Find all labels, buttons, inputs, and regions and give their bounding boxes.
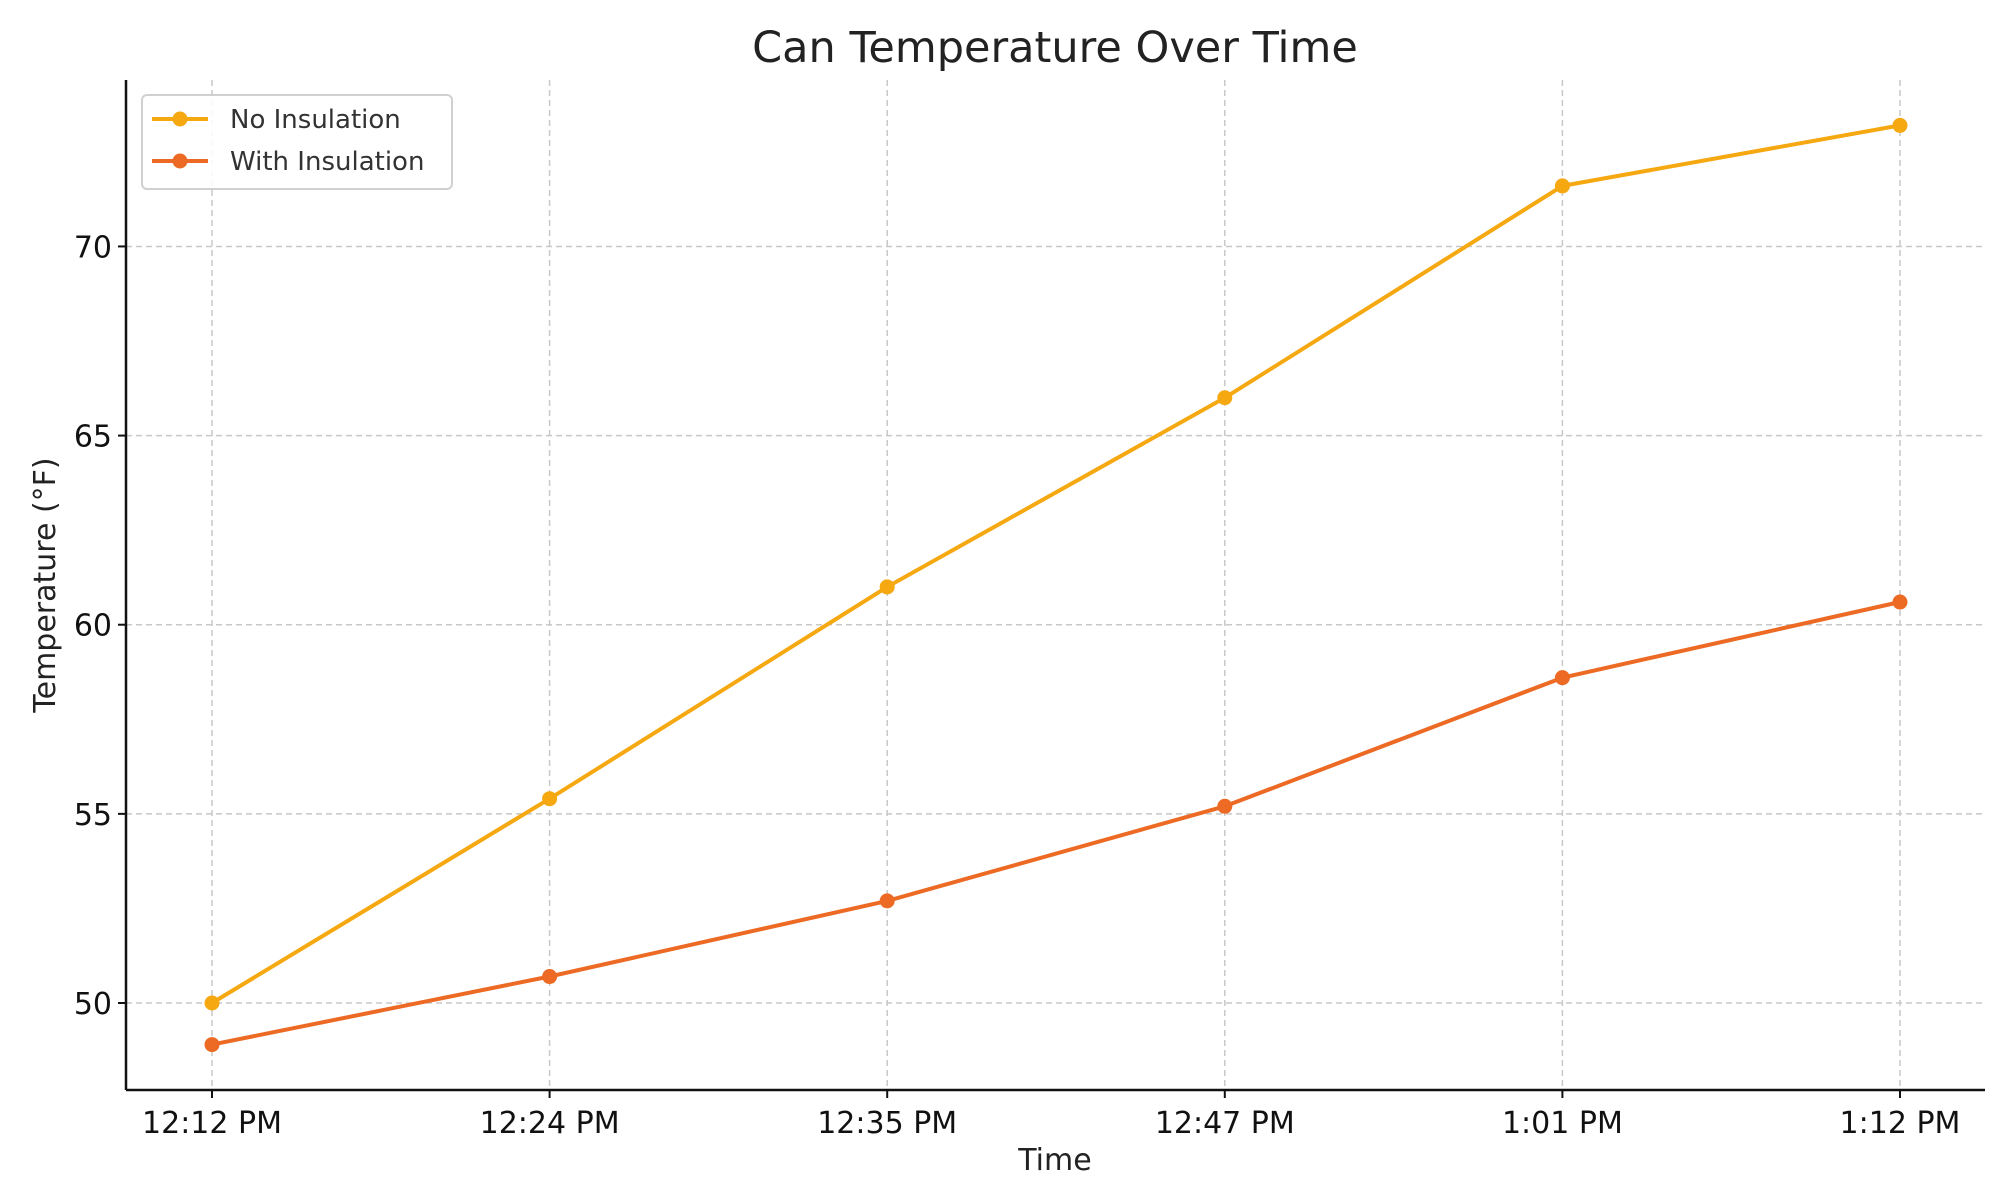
axes	[124, 80, 1985, 1092]
series-line	[211, 600, 1901, 1047]
data-point	[542, 969, 558, 985]
y-axis-label: Temperature (°F)	[28, 457, 63, 713]
x-tick-label: 12:24 PM	[480, 1106, 620, 1141]
legend-box	[141, 94, 453, 190]
series-line	[210, 123, 1901, 1005]
data-point	[879, 579, 895, 595]
data-point	[1217, 390, 1233, 406]
series-lines	[204, 117, 1908, 1053]
series-with-insulation	[204, 594, 1908, 1053]
chart-title: Can Temperature Over Time	[752, 23, 1358, 73]
legend-marker	[172, 153, 188, 169]
data-point	[204, 1037, 220, 1053]
data-point	[879, 893, 895, 909]
x-axis-label: Time	[1017, 1143, 1091, 1178]
x-tick-label: 1:01 PM	[1502, 1106, 1623, 1141]
x-tick-label: 12:47 PM	[1155, 1106, 1295, 1141]
legend-marker	[172, 111, 188, 127]
x-tick-label: 12:35 PM	[817, 1106, 957, 1141]
x-tick-label: 1:12 PM	[1840, 1106, 1961, 1141]
tick-labels: 12:12 PM 12:24 PM 12:35 PM 12:47 PM 1:01 PM 1…	[74, 230, 1961, 1141]
legend-entry: With Insulation	[152, 147, 424, 177]
data-point	[1217, 798, 1233, 814]
data-point	[1554, 670, 1570, 686]
y-tick-label: 70	[74, 230, 112, 265]
data-point	[542, 791, 558, 807]
data-point	[1892, 117, 1908, 133]
y-tick-label: 55	[74, 798, 112, 833]
x-tick-label: 12:12 PM	[142, 1106, 282, 1141]
y-tick-label: 65	[74, 420, 112, 455]
grid-lines	[126, 80, 1985, 1090]
legend-label: With Insulation	[230, 147, 424, 177]
y-tick-label: 60	[74, 609, 112, 644]
data-point	[1892, 594, 1908, 610]
data-point	[204, 995, 220, 1011]
series-no-insulation	[204, 117, 1908, 1011]
data-point	[1554, 178, 1570, 194]
y-tick-label: 50	[74, 987, 112, 1022]
legend-entry: No Insulation	[152, 105, 401, 135]
legend: No Insulation With Insulation	[141, 94, 453, 190]
legend-label: No Insulation	[230, 105, 401, 135]
